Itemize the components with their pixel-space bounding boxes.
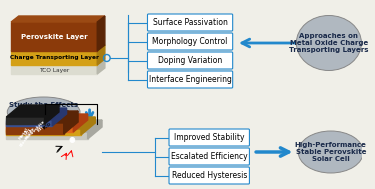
- FancyBboxPatch shape: [147, 14, 232, 31]
- Polygon shape: [11, 16, 105, 22]
- FancyBboxPatch shape: [169, 129, 249, 146]
- FancyBboxPatch shape: [147, 52, 232, 69]
- FancyBboxPatch shape: [147, 33, 232, 50]
- Polygon shape: [6, 108, 67, 120]
- Polygon shape: [97, 59, 105, 74]
- Polygon shape: [97, 16, 105, 51]
- FancyBboxPatch shape: [147, 71, 232, 88]
- Polygon shape: [6, 111, 78, 123]
- Text: Doping Variation: Doping Variation: [158, 56, 222, 65]
- Text: Interface Engineering: Interface Engineering: [148, 75, 231, 84]
- Polygon shape: [73, 114, 88, 132]
- Ellipse shape: [298, 131, 363, 173]
- Polygon shape: [81, 117, 95, 135]
- Text: High-Performance
Stable Perovskite
Solar Cell: High-Performance Stable Perovskite Solar…: [295, 142, 367, 162]
- Text: Improved Stability: Improved Stability: [174, 133, 244, 142]
- Text: TCO Layer: TCO Layer: [39, 68, 69, 73]
- Polygon shape: [11, 45, 105, 51]
- Text: Morphology Control: Morphology Control: [152, 37, 228, 46]
- Text: Reduced Hysteresis: Reduced Hysteresis: [171, 171, 247, 180]
- Text: Escalated Efficiency: Escalated Efficiency: [171, 152, 248, 161]
- Text: HTL: HTL: [25, 127, 34, 137]
- FancyBboxPatch shape: [169, 148, 249, 165]
- FancyBboxPatch shape: [169, 167, 249, 184]
- Ellipse shape: [296, 15, 362, 70]
- Polygon shape: [6, 120, 52, 126]
- Polygon shape: [6, 123, 64, 134]
- Text: Perovskite: Perovskite: [24, 119, 46, 141]
- Polygon shape: [6, 129, 81, 135]
- Text: Surface Passivation: Surface Passivation: [153, 18, 228, 27]
- Polygon shape: [6, 117, 95, 129]
- Polygon shape: [11, 22, 97, 51]
- Polygon shape: [6, 132, 88, 139]
- Polygon shape: [45, 105, 59, 124]
- Polygon shape: [52, 108, 67, 126]
- Text: Study the Effects
in Perovskite
Solar Cells: Study the Effects in Perovskite Solar Ce…: [9, 102, 78, 122]
- Ellipse shape: [7, 97, 80, 127]
- Text: ETL: ETL: [37, 124, 46, 132]
- Text: Charge Transporting Layer: Charge Transporting Layer: [10, 56, 99, 60]
- Text: Perovskite Layer: Perovskite Layer: [21, 33, 87, 40]
- Polygon shape: [6, 126, 73, 132]
- Polygon shape: [88, 120, 102, 139]
- Polygon shape: [6, 117, 45, 124]
- Text: Approaches on
Metal Oxide Charge
Transporting Layers: Approaches on Metal Oxide Charge Transpo…: [289, 33, 369, 53]
- Text: TCO: TCO: [42, 122, 53, 131]
- Polygon shape: [11, 59, 105, 65]
- Text: Metal
Electrode: Metal Electrode: [15, 123, 36, 147]
- Polygon shape: [6, 120, 102, 132]
- Circle shape: [70, 138, 75, 143]
- Polygon shape: [64, 111, 78, 134]
- Polygon shape: [11, 65, 97, 74]
- Polygon shape: [97, 45, 105, 65]
- Polygon shape: [6, 114, 88, 126]
- Polygon shape: [6, 105, 59, 117]
- Polygon shape: [11, 51, 97, 65]
